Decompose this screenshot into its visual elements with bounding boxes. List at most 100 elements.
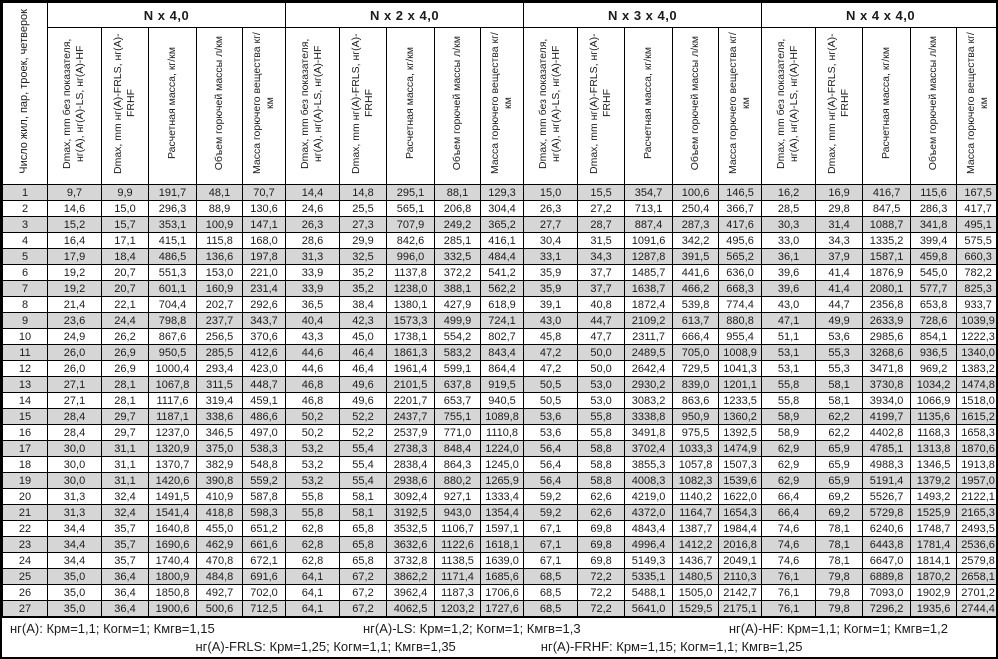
data-cell: 1287,8	[624, 248, 674, 265]
data-cell: 1238,0	[386, 280, 436, 297]
data-cell: 417,7	[956, 200, 996, 217]
data-cell: 78,1	[815, 520, 864, 537]
data-cell: 17,9	[47, 248, 102, 265]
data-cell: 1935,6	[910, 600, 958, 617]
data-cell: 28,4	[47, 408, 102, 425]
row-number-cell: 23	[2, 536, 48, 553]
data-cell: 4996,4	[624, 536, 674, 553]
data-cell: 58,8	[577, 472, 626, 489]
data-cell: 1505,0	[672, 584, 720, 601]
data-cell: 1067,8	[148, 376, 197, 393]
data-cell: 4402,8	[862, 424, 912, 441]
data-cell: 562,2	[480, 280, 525, 297]
table-row: 20 31,3 32,4 1491,5 410,9 587,8 55,8 58,1 3092,4…	[2, 488, 996, 505]
data-cell: 839,0	[672, 376, 720, 393]
data-cell: 365,2	[480, 216, 525, 233]
table-row: 15 28,4 29,7 1187,1 338,6 486,6 50,2 52,2 2437,7…	[2, 408, 996, 425]
data-cell: 1379,2	[910, 472, 958, 489]
data-cell: 2938,6	[386, 472, 436, 489]
data-cell: 130,6	[241, 200, 287, 217]
data-cell: 15,0	[101, 200, 149, 217]
data-cell: 55,4	[339, 472, 388, 489]
data-cell: 153,0	[196, 264, 243, 281]
data-cell: 1233,5	[718, 392, 763, 409]
group-header-row: Число жил, пар, троек, четверок N x 4,0 …	[2, 2, 996, 185]
column-header-label: Расчетная масса, кг/км	[165, 47, 178, 160]
data-cell: 27,7	[523, 216, 579, 233]
data-cell: 3730,8	[862, 376, 912, 393]
data-cell: 55,8	[577, 408, 626, 425]
data-cell: 583,2	[434, 344, 482, 361]
data-cell: 59,2	[523, 488, 579, 505]
data-cell: 33,0	[761, 232, 817, 249]
coefficient-note: нг(А)-LS: Крм=1,2; Когм=1; Кмгв=1,3	[362, 621, 581, 637]
data-cell: 197,8	[241, 248, 287, 265]
data-cell: 366,7	[718, 200, 763, 217]
data-cell: 62,8	[285, 536, 341, 553]
data-cell: 53,1	[761, 344, 817, 361]
data-cell: 2642,4	[624, 360, 674, 377]
data-cell: 1354,4	[480, 504, 525, 521]
data-cell: 2985,6	[862, 328, 912, 345]
data-cell: 76,1	[761, 568, 817, 585]
data-cell: 136,6	[196, 248, 243, 265]
data-cell: 2201,7	[386, 392, 436, 409]
data-cell: 864,3	[434, 456, 482, 473]
data-cell: 417,6	[718, 216, 763, 233]
data-cell: 1685,6	[480, 568, 525, 585]
row-number-cell: 3	[2, 216, 48, 233]
data-cell: 65,9	[815, 472, 864, 489]
column-header: Объем горючей массы л/км	[672, 27, 720, 185]
data-cell: 1638,7	[624, 280, 674, 297]
data-cell: 545,0	[910, 264, 958, 281]
data-cell: 16,2	[761, 184, 817, 201]
data-cell: 2658,1	[956, 568, 996, 585]
data-cell: 936,5	[910, 344, 958, 361]
data-cell: 1201,1	[718, 376, 763, 393]
row-number-cell: 9	[2, 312, 48, 329]
column-header: Расчетная масса, кг/км	[624, 27, 674, 185]
data-cell: 15,5	[577, 184, 626, 201]
data-cell: 500,6	[196, 600, 243, 617]
data-cell: 2122,1	[956, 488, 996, 505]
data-cell: 933,7	[956, 296, 996, 313]
data-cell: 69,8	[577, 552, 626, 569]
data-cell: 7093,0	[862, 584, 912, 601]
data-cell: 499,9	[434, 312, 482, 329]
data-cell: 1420,6	[148, 472, 197, 489]
data-cell: 49,6	[339, 376, 388, 393]
data-cell: 5149,3	[624, 552, 674, 569]
data-cell: 4988,3	[862, 456, 912, 473]
data-cell: 70,7	[241, 184, 287, 201]
data-cell: 65,9	[815, 440, 864, 457]
table-row: 19 30,0 31,1 1420,6 390,8 559,2 53,2 55,4 2938,6…	[2, 472, 996, 489]
data-cell: 1203,2	[434, 600, 482, 617]
data-cell: 705,0	[672, 344, 720, 361]
data-cell: 5526,7	[862, 488, 912, 505]
data-cell: 30,0	[47, 472, 102, 489]
data-cell: 64,1	[285, 584, 341, 601]
data-cell: 1876,9	[862, 264, 912, 281]
data-cell: 343,7	[241, 312, 287, 329]
column-header: Dmax, mm без показателя, нг(А), нг(А)-LS…	[47, 27, 102, 185]
data-cell: 58,1	[815, 376, 864, 393]
data-cell: 1913,8	[956, 456, 996, 473]
data-cell: 34,4	[47, 536, 102, 553]
data-cell: 3491,8	[624, 424, 674, 441]
data-cell: 147,1	[241, 216, 287, 233]
data-cell: 62,9	[761, 440, 817, 457]
data-cell: 31,3	[47, 504, 102, 521]
data-cell: 375,0	[196, 440, 243, 457]
data-cell: 940,5	[480, 392, 525, 409]
data-cell: 65,8	[339, 520, 388, 537]
table-row: 11 26,0 26,9 950,5 285,5 412,6 44,6 46,4 1861,3 5…	[2, 344, 996, 361]
data-cell: 1140,2	[672, 488, 720, 505]
column-header: Dmax, mm без показателя, нг(А), нг(А)-LS…	[761, 27, 817, 185]
data-cell: 1781,4	[910, 536, 958, 553]
data-cell: 3083,2	[624, 392, 674, 409]
data-cell: 72,2	[577, 600, 626, 617]
data-cell: 74,6	[761, 552, 817, 569]
row-number-cell: 10	[2, 328, 48, 345]
data-cell: 1380,1	[386, 296, 436, 313]
data-cell: 34,3	[577, 248, 626, 265]
